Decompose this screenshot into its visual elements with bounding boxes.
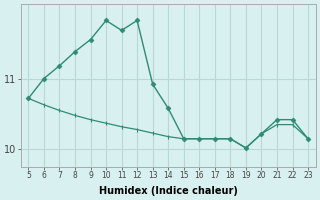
X-axis label: Humidex (Indice chaleur): Humidex (Indice chaleur) [99,186,238,196]
